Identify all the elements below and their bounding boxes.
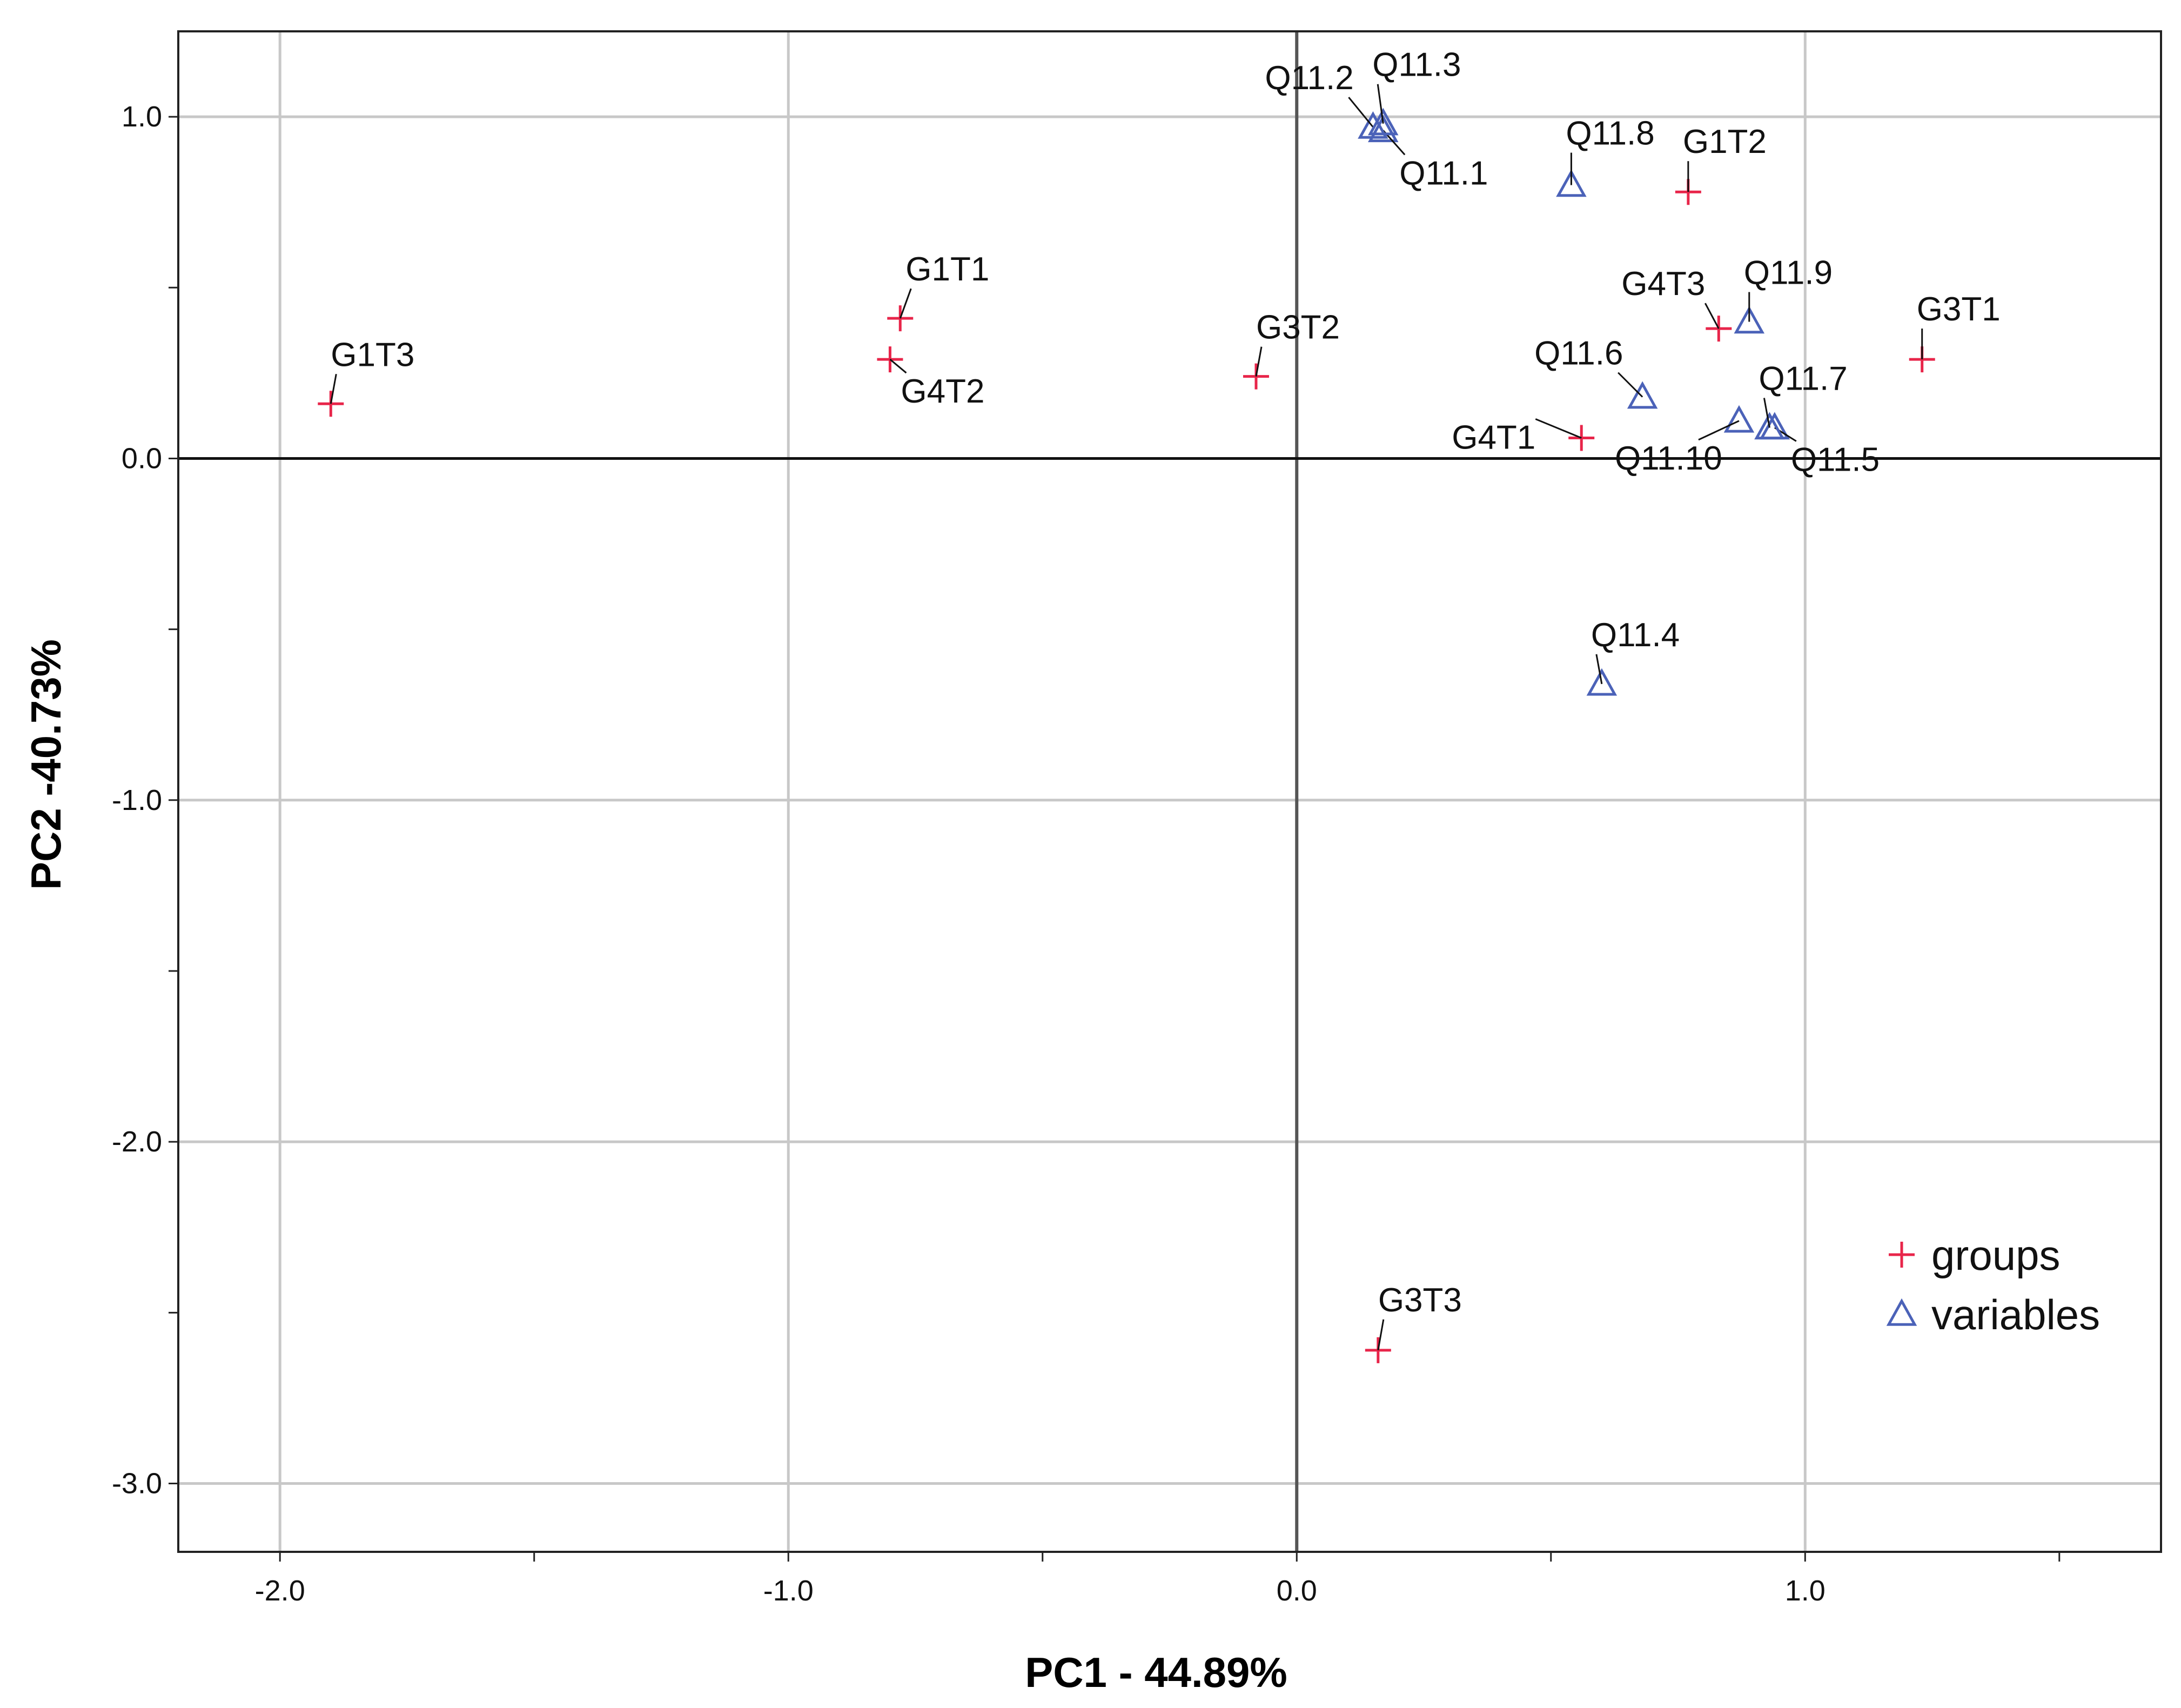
data-points: G1T1 G1T2 G1T3 G3T1 G3T2 G3T3 G4T1 G4T2 G4T3 Q11.…	[318, 46, 2001, 1363]
legend-item-groups: groups	[1889, 1231, 2061, 1279]
leader-line	[1377, 1319, 1385, 1351]
y-tick-label: 1.0	[122, 101, 162, 133]
data-point-g3t2: G3T2	[1243, 309, 1340, 390]
point-label: Q11.7	[1759, 360, 1847, 398]
data-point-q11-4: Q11.4	[1586, 617, 1680, 696]
data-point-q11-10: Q11.10	[1615, 405, 1755, 477]
data-point-q11-5: Q11.5	[1759, 412, 1880, 479]
leader-line	[1698, 420, 1740, 441]
y-axis-title: PC2 -40.73%	[22, 639, 70, 890]
x-tick-label: -1.0	[763, 1575, 814, 1607]
x-tick-label: 0.0	[1277, 1575, 1317, 1607]
legend-item-variables: variables	[1886, 1291, 2100, 1338]
reference-lines	[178, 31, 2161, 1552]
leader-line	[1535, 418, 1582, 439]
data-point-g1t1: G1T1	[887, 251, 989, 332]
point-label: G1T2	[1683, 123, 1767, 160]
point-label: Q11.3	[1372, 46, 1461, 84]
point-label: G3T1	[1917, 291, 2001, 328]
data-point-q11-2: Q11.2	[1265, 59, 1388, 139]
point-label: Q11.6	[1534, 335, 1623, 372]
data-point-g3t1: G3T1	[1909, 291, 2001, 373]
point-label: Q11.5	[1791, 441, 1880, 479]
data-point-q11-6: Q11.6	[1534, 335, 1658, 409]
x-tick-label: -2.0	[255, 1575, 305, 1607]
data-point-g4t2: G4T2	[877, 346, 984, 410]
leader-line	[1763, 398, 1770, 428]
legend-label: variables	[1931, 1291, 2100, 1338]
point-label: Q11.4	[1591, 617, 1680, 654]
point-label: Q11.8	[1566, 115, 1654, 152]
data-point-g4t1: G4T1	[1452, 418, 1595, 457]
legend-label: groups	[1931, 1231, 2061, 1279]
x-tick-label: 1.0	[1785, 1575, 1826, 1607]
point-label: G1T1	[905, 251, 989, 288]
point-label: G4T3	[1621, 265, 1705, 303]
leader-line	[1377, 84, 1384, 124]
y-tick-label: -2.0	[112, 1126, 162, 1158]
point-label: Q11.2	[1265, 59, 1353, 97]
leader-line	[1618, 372, 1643, 398]
point-label: G3T3	[1378, 1282, 1462, 1319]
plot-frame	[177, 30, 2162, 1553]
leader-line	[1595, 654, 1603, 685]
y-tick-label: -1.0	[112, 784, 162, 816]
data-point-g4t3: G4T3	[1621, 265, 1732, 342]
point-label: G1T3	[331, 336, 414, 373]
leader-line	[1704, 303, 1720, 329]
point-label: Q11.10	[1615, 440, 1722, 477]
data-point-q11-9: Q11.9	[1734, 254, 1833, 334]
data-point-q11-8: Q11.8	[1556, 115, 1655, 197]
data-point-g1t2: G1T2	[1675, 123, 1767, 205]
point-label: Q11.9	[1744, 254, 1833, 292]
x-axis-title: PC1 - 44.89%	[1025, 1649, 1287, 1696]
axis-ticks: -2.0 -1.0 0.0 1.0 -3.0 -2.0 -1.0 0.0 1.0	[112, 101, 2061, 1607]
leader-line	[1348, 97, 1374, 128]
gridlines	[178, 31, 2161, 1552]
data-point-q11-7: Q11.7	[1754, 360, 1848, 440]
point-label: Q11.1	[1399, 155, 1488, 192]
y-tick-label: 0.0	[122, 442, 162, 474]
point-label: G3T2	[1256, 309, 1340, 346]
leader-line	[899, 288, 912, 319]
data-point-q11-1: Q11.1	[1367, 115, 1488, 192]
data-point-g3t3: G3T3	[1365, 1282, 1462, 1363]
data-point-q11-3: Q11.3	[1367, 46, 1461, 136]
leader-line	[330, 374, 337, 404]
leader-line	[889, 358, 907, 374]
legend: groups variables	[1886, 1231, 2100, 1338]
data-point-g1t3: G1T3	[318, 336, 414, 417]
point-label: G4T1	[1452, 419, 1535, 457]
leader-line	[1255, 346, 1263, 377]
point-label: G4T2	[901, 373, 984, 410]
y-tick-label: -3.0	[112, 1468, 162, 1500]
